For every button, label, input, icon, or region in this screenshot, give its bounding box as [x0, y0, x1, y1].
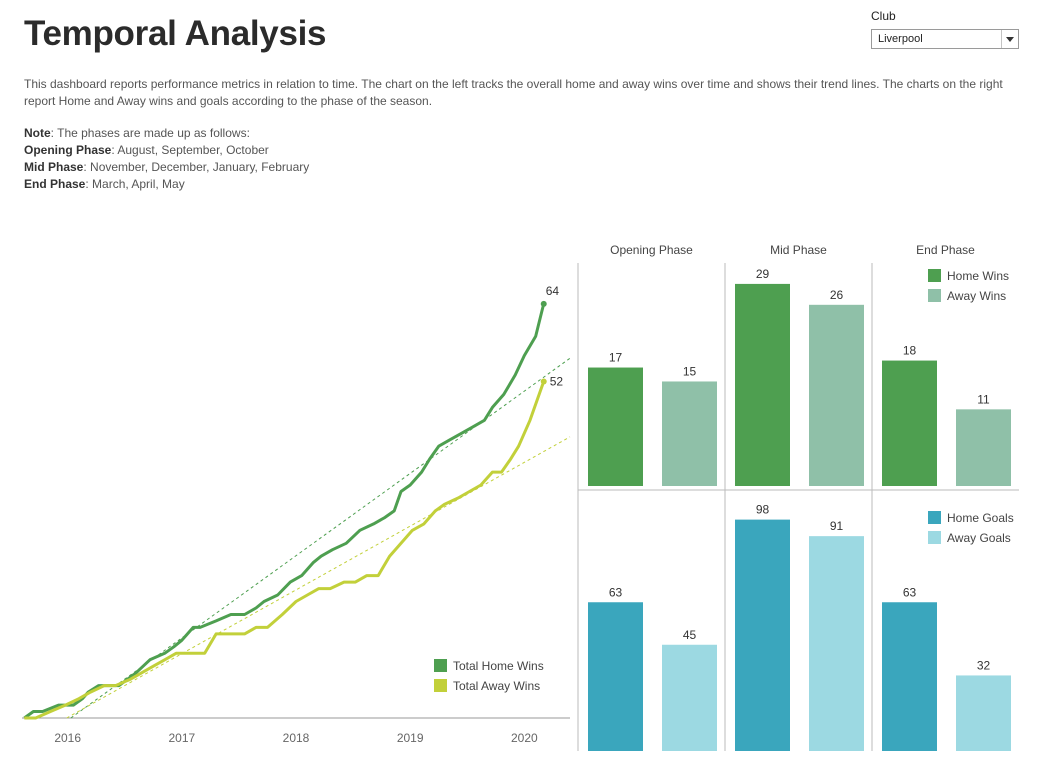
wins-bar-1-1 — [809, 304, 864, 486]
chevron-down-icon[interactable] — [1001, 30, 1018, 48]
goals-bar-1-0 — [735, 519, 790, 751]
wins-bar-1-0 — [735, 283, 790, 486]
phase-header-1: Mid Phase — [770, 243, 827, 257]
wins-bar-value-1-1: 26 — [830, 288, 844, 302]
club-select-value: Liverpool — [878, 33, 923, 45]
goals-bar-2-0 — [882, 602, 937, 751]
wins-legend-label-1: Away Wins — [947, 289, 1006, 303]
wins-bar-0-0 — [588, 367, 643, 486]
end-phase-note: End Phase: March, April, May — [24, 177, 185, 191]
phase-bar-charts: Opening Phase Mid Phase End Phase 17 15 29 26 1… — [577, 243, 1019, 751]
goals-bar-value-1-1: 91 — [830, 519, 844, 533]
club-filter-label: Club — [871, 9, 896, 23]
wins-bar-value-0-1: 15 — [683, 364, 697, 378]
x-tick-label-1: 2017 — [168, 731, 195, 745]
phase-header-2: End Phase — [916, 243, 975, 257]
wins-bar-value-2-1: 11 — [977, 392, 990, 406]
opening-phase-note: Opening Phase: August, September, Octobe… — [24, 143, 269, 157]
trend-line-1 — [66, 436, 571, 719]
series-end-point-1 — [540, 378, 547, 385]
wins-legend-label-0: Home Wins — [947, 269, 1009, 283]
wins-bar-0-1 — [662, 381, 717, 486]
x-tick-label-4: 2020 — [511, 731, 538, 745]
club-select[interactable]: Liverpool — [871, 29, 1019, 49]
wins-legend-swatch-0 — [928, 269, 941, 282]
legend-swatch-0 — [434, 659, 447, 672]
goals-bar-value-0-1: 45 — [683, 628, 697, 642]
goals-bar-value-2-0: 63 — [903, 585, 917, 599]
wins-legend-swatch-1 — [928, 289, 941, 302]
legend-swatch-1 — [434, 679, 447, 692]
goals-bar-0-0 — [588, 602, 643, 751]
goals-bar-1-1 — [809, 536, 864, 751]
x-tick-label-2: 2018 — [283, 731, 310, 745]
phase-notes: Note: The phases are made up as follows:… — [24, 125, 309, 193]
legend-label-1: Total Away Wins — [453, 679, 540, 693]
goals-bar-0-1 — [662, 644, 717, 751]
series-end-label-0: 64 — [546, 284, 560, 298]
series-line-0 — [23, 303, 546, 720]
series-end-point-0 — [540, 300, 547, 307]
wins-bar-value-2-0: 18 — [903, 344, 917, 358]
dashboard-description: This dashboard reports performance metri… — [24, 77, 1003, 108]
mid-phase-note: Mid Phase: November, December, January, … — [24, 160, 310, 174]
goals-legend-swatch-1 — [928, 531, 941, 544]
goals-legend-label-1: Away Goals — [947, 531, 1011, 545]
goals-bar-value-2-1: 32 — [977, 658, 991, 672]
page-title: Temporal Analysis — [24, 14, 327, 53]
goals-bar-2-1 — [956, 675, 1011, 751]
note-line: Note: The phases are made up as follows: — [24, 126, 250, 140]
goals-bar-value-0-0: 63 — [609, 585, 623, 599]
goals-legend-label-0: Home Goals — [947, 511, 1014, 525]
series-line-1 — [24, 381, 546, 720]
wins-bar-value-1-0: 29 — [756, 267, 770, 281]
cumulative-wins-line-chart: 2016 2017 2018 2019 2020 64 52 Total Home Wins T… — [22, 284, 571, 745]
phase-header-0: Opening Phase — [610, 243, 693, 257]
x-tick-label-3: 2019 — [397, 731, 424, 745]
wins-bar-value-0-0: 17 — [609, 351, 623, 365]
x-tick-label-0: 2016 — [54, 731, 81, 745]
legend-label-0: Total Home Wins — [453, 659, 544, 673]
wins-bar-2-1 — [956, 409, 1011, 486]
goals-legend-swatch-0 — [928, 511, 941, 524]
wins-bar-2-0 — [882, 360, 937, 486]
series-end-label-1: 52 — [550, 374, 564, 388]
goals-bar-value-1-0: 98 — [756, 503, 770, 517]
